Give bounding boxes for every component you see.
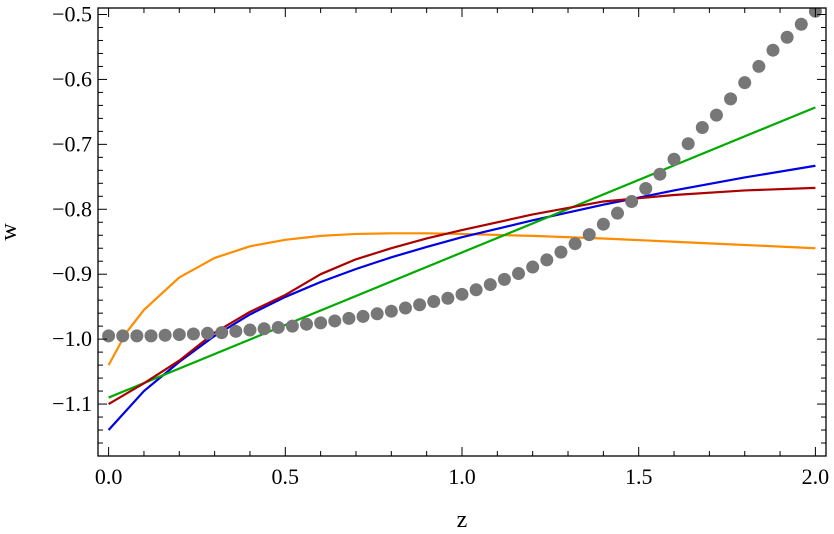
scatter-point bbox=[201, 326, 215, 340]
x-tick-label: 1.5 bbox=[625, 464, 653, 489]
scatter-point bbox=[469, 283, 483, 297]
scatter-point bbox=[497, 272, 511, 286]
y-tick-label: −0.9 bbox=[52, 261, 92, 286]
scatter-point bbox=[172, 328, 186, 342]
scatter-point bbox=[271, 320, 285, 334]
scatter-point bbox=[681, 137, 695, 151]
scatter-point bbox=[738, 76, 752, 90]
scatter-point bbox=[413, 298, 427, 312]
scatter-point bbox=[158, 328, 172, 342]
scatter-point bbox=[342, 311, 356, 325]
scatter-point bbox=[229, 324, 243, 338]
scatter-point bbox=[243, 323, 257, 337]
scatter-point bbox=[695, 120, 709, 134]
scatter-point bbox=[554, 245, 568, 259]
scatter-point bbox=[441, 291, 455, 305]
scatter-point bbox=[384, 304, 398, 318]
y-tick-label: −1.1 bbox=[52, 391, 92, 416]
scatter-point bbox=[526, 260, 540, 274]
y-tick-label: −0.8 bbox=[52, 196, 92, 221]
scatter-point bbox=[766, 43, 780, 57]
scatter-point bbox=[356, 309, 370, 323]
y-tick-label: −0.6 bbox=[52, 66, 92, 91]
x-tick-label: 0.0 bbox=[95, 464, 123, 489]
scatter-point bbox=[370, 307, 384, 321]
x-axis-title: z bbox=[457, 507, 468, 533]
scatter-point bbox=[314, 316, 328, 330]
scatter-point bbox=[427, 294, 441, 308]
scatter-point bbox=[582, 228, 596, 242]
scatter-point bbox=[102, 329, 116, 343]
scatter-point bbox=[709, 108, 723, 122]
scatter-point bbox=[724, 92, 738, 106]
scatter-point bbox=[328, 314, 342, 328]
scatter-point bbox=[667, 152, 681, 166]
scatter-point bbox=[257, 322, 271, 336]
scatter-point bbox=[540, 253, 554, 267]
scatter-point bbox=[752, 59, 766, 73]
series-3-line bbox=[108, 106, 816, 399]
scatter-point bbox=[780, 30, 794, 44]
scatter-point bbox=[398, 301, 412, 315]
scatter-point bbox=[653, 167, 667, 181]
scatter-point bbox=[512, 267, 526, 281]
scatter-point bbox=[596, 217, 610, 231]
series-1-line bbox=[107, 232, 816, 366]
scatter-point bbox=[116, 329, 130, 343]
y-tick-label: −0.7 bbox=[52, 131, 92, 156]
x-tick-label: 2.0 bbox=[802, 464, 830, 489]
scatter-point bbox=[130, 329, 144, 343]
scatter-point bbox=[568, 237, 582, 251]
scatter-point bbox=[285, 319, 299, 333]
scatter-point bbox=[186, 327, 200, 341]
y-tick-label: −1.0 bbox=[52, 326, 92, 351]
scatter-point bbox=[625, 194, 639, 208]
scatter-point bbox=[455, 287, 469, 301]
scatter-point bbox=[144, 329, 158, 343]
axes: 0.0 0.5 1.0 1.5 2.0 −1.1 −1.0 −0.9 −0.8 −0.7 −0.6 −… bbox=[52, 1, 829, 489]
plot-area bbox=[102, 8, 822, 431]
scatter-point bbox=[300, 317, 313, 331]
scatter-point bbox=[794, 17, 808, 31]
x-tick-label: 1.0 bbox=[448, 464, 476, 489]
series-4-line bbox=[108, 186, 816, 406]
scatter-point bbox=[639, 182, 653, 195]
y-tick-label: −0.5 bbox=[52, 1, 92, 26]
scatter-point bbox=[611, 206, 624, 220]
scatter-point bbox=[483, 278, 497, 292]
y-axis-title: w bbox=[0, 223, 22, 241]
x-tick-label: 0.5 bbox=[272, 464, 300, 489]
scatter-point bbox=[215, 326, 229, 340]
